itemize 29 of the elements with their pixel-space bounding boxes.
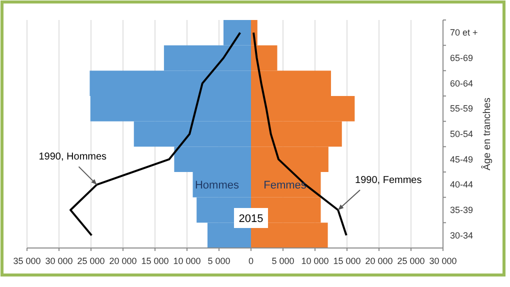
annotation: 1990, Femmes [355, 175, 422, 186]
annotation: 2015 [238, 213, 264, 225]
x-tick-label: 20 000 [365, 256, 393, 266]
x-tick-label: 15 000 [333, 256, 361, 266]
y-tick-label: 45-49 [450, 154, 474, 164]
y-tick-label: 60-64 [450, 78, 474, 88]
x-tick-label: 25 000 [397, 256, 425, 266]
x-tick-label: 20 000 [109, 256, 137, 266]
x-tick-label: 30 000 [429, 256, 457, 266]
y-axis-title: Âge en tranches [481, 98, 493, 170]
x-tick-label: 25 000 [77, 256, 105, 266]
x-tick-label: 15 000 [141, 256, 169, 266]
x-tick-label: 30 000 [45, 256, 73, 266]
x-tick-label: 10 000 [301, 256, 329, 266]
series-label: Femmes [264, 180, 307, 192]
annotation: 1990, Hommes [38, 152, 107, 163]
x-tick-label: 35 000 [13, 256, 41, 266]
y-tick-label: 55-59 [450, 104, 474, 114]
y-tick-label: 30-34 [450, 230, 474, 240]
x-tick-label: 0 [248, 256, 254, 266]
y-tick-label: 40-44 [450, 180, 474, 190]
y-tick-label: 65-69 [450, 53, 474, 63]
x-tick-label: 5 000 [208, 256, 230, 266]
x-tick-label: 5 000 [272, 256, 294, 266]
series-label: Hommes [194, 180, 240, 192]
x-tick-label: 10 000 [173, 256, 201, 266]
y-tick-label: 50-54 [450, 129, 474, 139]
y-tick-label: 35-39 [450, 205, 474, 215]
y-tick-label: 70 et + [450, 28, 478, 38]
